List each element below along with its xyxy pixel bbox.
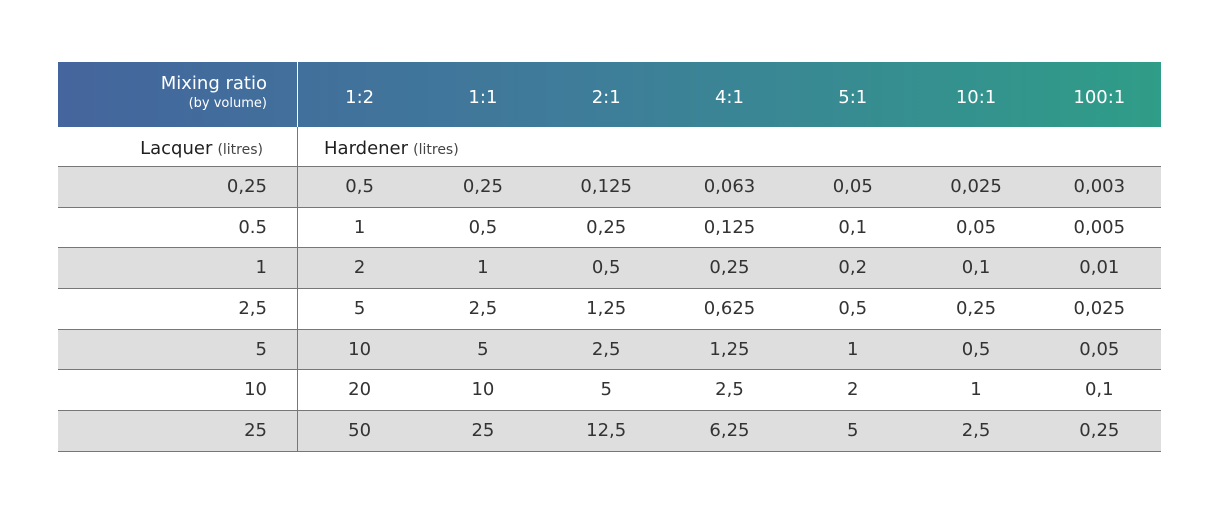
ratio-header-cell: 100:1	[1073, 87, 1126, 108]
hardener-cell: 2	[847, 379, 859, 401]
mixing-ratio-table: Mixing ratio (by volume) 1:2 1:1 2:1 4:1…	[58, 62, 1161, 452]
hardener-cell: 0,1	[961, 257, 991, 279]
table-row: 1 2 1 0,5 0,25 0,2 0,1 0,01	[58, 248, 1161, 290]
hardener-cell: 0,025	[1073, 298, 1126, 320]
hardener-cell: 20	[348, 379, 372, 401]
lacquer-label: Lacquer	[140, 138, 213, 159]
hardener-cell: 0,005	[1073, 216, 1126, 238]
hardener-cell: 0,125	[703, 216, 756, 238]
hardener-cell: 1,25	[586, 298, 627, 320]
hardener-cell: 0,25	[586, 216, 627, 238]
hardener-cell: 0,1	[838, 216, 868, 238]
hardener-cell: 10	[348, 338, 372, 360]
hardener-cell: 1	[353, 216, 366, 238]
hardener-cell: 0,5	[961, 338, 991, 360]
hardener-cell: 6,25	[709, 420, 750, 442]
hardener-cell: 10	[471, 379, 495, 401]
hardener-column-label: Hardener (litres)	[298, 127, 459, 166]
hardener-cell: 0,5	[468, 216, 498, 238]
hardener-cell: 0,05	[955, 216, 997, 238]
hardener-cell: 1	[847, 338, 859, 360]
hardener-cell: 0,25	[955, 298, 997, 320]
hardener-cell: 0,5	[591, 257, 621, 279]
hardener-cell: 0,5	[345, 176, 374, 197]
lacquer-unit: (litres)	[217, 142, 263, 158]
ratio-header-cell: 4:1	[714, 87, 744, 108]
hardener-cell: 0,125	[580, 176, 632, 197]
hardener-cell: 2,5	[468, 298, 498, 320]
hardener-unit: (litres)	[413, 142, 459, 158]
lacquer-cell: 5	[58, 329, 298, 370]
header-corner: Mixing ratio (by volume)	[58, 62, 298, 127]
lacquer-cell: 0,25	[58, 167, 298, 207]
table-row: 10 20 10 5 2,5 2 1 0,1	[58, 370, 1161, 412]
ratio-header-cell: 1:2	[345, 87, 375, 108]
hardener-cell: 2,5	[715, 379, 744, 401]
lacquer-cell: 2,5	[58, 289, 298, 329]
hardener-cell: 0,2	[838, 257, 868, 279]
hardener-cell: 1	[477, 257, 489, 279]
header-subtitle: (by volume)	[188, 96, 267, 111]
hardener-cell: 0,025	[950, 176, 1002, 197]
table-row: 0,25 0,5 0,25 0,125 0,063 0,05 0,025 0,0…	[58, 167, 1161, 208]
hardener-label: Hardener	[324, 138, 409, 159]
hardener-cell: 0,25	[709, 257, 750, 279]
table-row: 2,5 5 2,5 1,25 0,625 0,5 0,25 0,025	[58, 289, 1161, 330]
lacquer-cell: 0.5	[58, 207, 298, 248]
hardener-cell: 0,625	[703, 298, 756, 320]
hardener-cell: 0,25	[462, 176, 503, 197]
table-row: 25 50 25 12,5 6,25 5 2,5 0,25	[58, 411, 1161, 452]
table-row: 5 10 5 2,5 1,25 1 0,5 0,05	[58, 329, 1161, 371]
hardener-cell: 2,5	[591, 338, 621, 360]
lacquer-cell: 10	[58, 370, 298, 411]
hardener-cell: 5	[353, 298, 366, 320]
lacquer-cell: 25	[58, 411, 298, 451]
ratio-header-cell: 1:1	[468, 87, 498, 108]
hardener-cell: 0,5	[838, 298, 868, 320]
hardener-cell: 2,5	[961, 420, 991, 442]
lacquer-column-label: Lacquer (litres)	[58, 127, 298, 166]
table-row: 0.5 1 0,5 0,25 0,125 0,1 0,05 0,005	[58, 207, 1161, 249]
hardener-cell: 25	[471, 420, 495, 442]
hardener-cell: 0,003	[1073, 176, 1126, 197]
hardener-cell: 0,1	[1084, 379, 1114, 401]
ratio-header-cell: 5:1	[838, 87, 868, 108]
hardener-cell: 5	[600, 379, 612, 401]
lacquer-cell: 1	[58, 248, 298, 289]
hardener-cell: 0,063	[703, 176, 756, 197]
hardener-cell: 0,25	[1079, 420, 1120, 442]
hardener-cell: 2	[353, 257, 366, 279]
ratio-header-cell: 2:1	[591, 87, 621, 108]
hardener-cell: 12,5	[586, 420, 627, 442]
hardener-cell: 0,05	[1079, 338, 1120, 360]
hardener-cell: 1,25	[709, 338, 750, 360]
header-title: Mixing ratio	[160, 73, 267, 94]
ratio-header-cell: 10:1	[955, 87, 997, 108]
hardener-cell: 1	[970, 379, 982, 401]
hardener-cell: 0,01	[1079, 257, 1120, 279]
column-label-row: Lacquer (litres) Hardener (litres)	[58, 127, 1161, 167]
hardener-cell: 5	[847, 420, 859, 442]
table-body: 0,25 0,5 0,25 0,125 0,063 0,05 0,025 0,0…	[58, 167, 1161, 452]
hardener-cell: 0,05	[832, 176, 873, 197]
hardener-cell: 5	[477, 338, 489, 360]
table-header: Mixing ratio (by volume) 1:2 1:1 2:1 4:1…	[58, 62, 1161, 127]
hardener-cell: 50	[348, 420, 372, 442]
